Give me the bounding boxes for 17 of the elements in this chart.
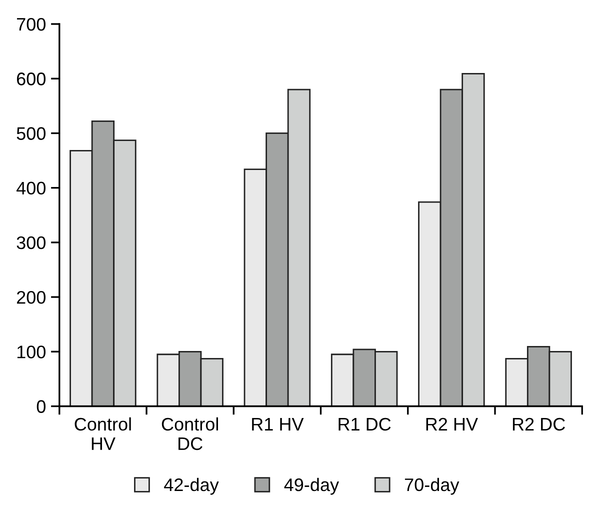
x-tick-label: Control HV xyxy=(74,417,131,450)
y-tick-label: 700 xyxy=(17,18,46,31)
y-tick-label: 500 xyxy=(16,127,46,140)
y-tick-label: 300 xyxy=(16,236,46,250)
x-tick-label: R2 HV xyxy=(426,418,478,430)
legend-label: 42-day xyxy=(164,478,219,495)
y-tick-label: 400 xyxy=(16,182,46,195)
y-tick-label: 600 xyxy=(17,72,46,86)
y-tick-label: 200 xyxy=(16,290,46,304)
x-tick-label: R1 DC xyxy=(338,418,391,431)
y-tick-label: 0 xyxy=(36,400,46,413)
x-tick-label: Control DC xyxy=(162,417,218,450)
y-tick-label: 100 xyxy=(17,346,46,358)
legend-label: 70-day xyxy=(404,478,460,495)
x-tick-label: R2 DC xyxy=(512,418,565,431)
legend-label: 49-day xyxy=(284,478,340,495)
x-tick-label: R1 HV xyxy=(252,418,304,430)
